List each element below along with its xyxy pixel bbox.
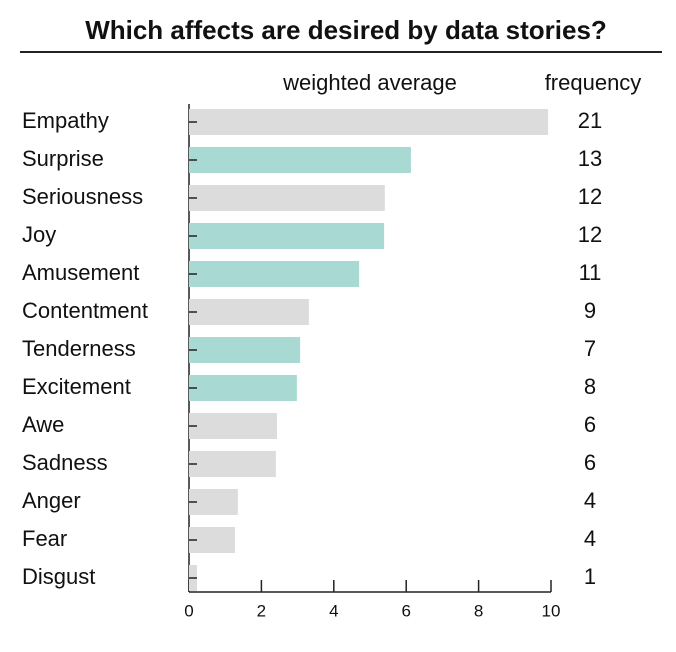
frequency-value: 7	[584, 336, 596, 361]
x-tick-label: 8	[474, 601, 483, 620]
bar	[189, 451, 276, 477]
frequency-value: 13	[578, 146, 602, 171]
chart-title: Which affects are desired by data storie…	[85, 15, 607, 45]
bar	[189, 147, 411, 173]
x-axis-label: weighted average	[282, 70, 457, 95]
frequency-value: 4	[584, 488, 596, 513]
bar	[189, 299, 309, 325]
bar	[189, 185, 385, 211]
frequency-value: 9	[584, 298, 596, 323]
bar	[189, 261, 360, 287]
bar	[189, 375, 297, 401]
bar	[189, 223, 385, 249]
bar	[189, 109, 549, 135]
frequency-value: 12	[578, 184, 602, 209]
y-tick-label: Disgust	[22, 564, 95, 589]
y-tick-label: Surprise	[22, 146, 104, 171]
y-tick-label: Awe	[22, 412, 64, 437]
y-tick-label: Amusement	[22, 260, 139, 285]
x-tick-label: 0	[184, 601, 193, 620]
frequency-header: frequency	[545, 70, 642, 95]
y-tick-label: Contentment	[22, 298, 148, 323]
x-tick-label: 2	[257, 601, 266, 620]
y-tick-label: Joy	[22, 222, 56, 247]
y-tick-label: Sadness	[22, 450, 108, 475]
y-tick-label: Fear	[22, 526, 67, 551]
frequency-value: 12	[578, 222, 602, 247]
y-tick-label: Anger	[22, 488, 81, 513]
y-tick-label: Excitement	[22, 374, 131, 399]
y-tick-label: Empathy	[22, 108, 109, 133]
frequency-value: 11	[579, 260, 602, 285]
frequency-value: 8	[584, 374, 596, 399]
x-tick-label: 4	[329, 601, 338, 620]
frequency-value: 6	[584, 412, 596, 437]
bar	[189, 489, 238, 515]
frequency-value: 6	[584, 450, 596, 475]
frequency-value: 4	[584, 526, 596, 551]
y-tick-label: Tenderness	[22, 336, 136, 361]
bar	[189, 337, 301, 363]
frequency-value: 21	[578, 108, 602, 133]
x-tick-label: 6	[401, 601, 410, 620]
y-tick-label: Seriousness	[22, 184, 143, 209]
x-tick-label: 10	[542, 601, 561, 620]
frequency-value: 1	[584, 564, 596, 589]
bar	[189, 413, 277, 439]
